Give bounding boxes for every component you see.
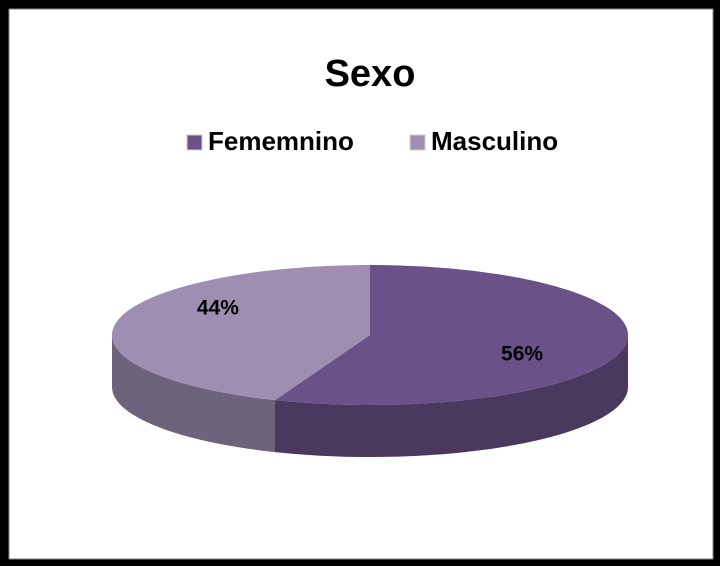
- legend-swatch: [409, 134, 426, 151]
- legend-label: Fememnino: [208, 126, 354, 156]
- data-label: 56%: [501, 342, 543, 365]
- pie-slice: [275, 265, 628, 405]
- data-label: 44%: [197, 297, 239, 320]
- pie-side: [112, 335, 275, 453]
- side-shade: [112, 335, 275, 453]
- legend-swatch: [186, 134, 203, 151]
- pie-side: [275, 335, 628, 457]
- pie-slice: [112, 265, 370, 401]
- chart-title: Sexo: [325, 53, 416, 95]
- side-shade: [275, 335, 628, 457]
- legend-label: Masculino: [431, 126, 558, 156]
